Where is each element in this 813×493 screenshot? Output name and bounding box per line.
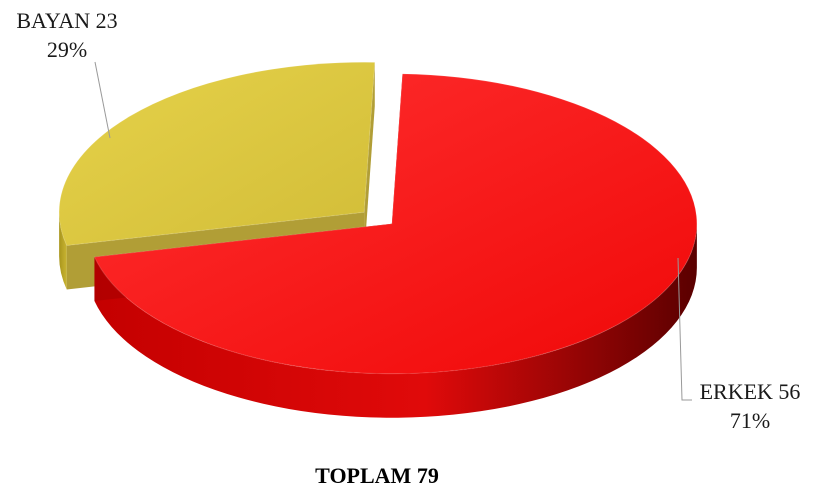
pie-face-bayan [364,62,375,257]
pie-top-bayan [58,61,376,247]
pie-slice-erkek [93,73,698,418]
leader-line-bayan [94,61,111,139]
pie-top-erkek [93,73,698,375]
leader-line-erkek [677,257,692,401]
data-label-bayan: BAYAN 23 [16,8,117,33]
pie-side-bayan [59,212,67,290]
data-label-bayan-percent: 29% [47,37,87,62]
total-label: TOPLAM 79 [315,463,439,488]
data-label-erkek-percent: 71% [730,408,770,433]
data-label-erkek: ERKEK 56 [700,379,801,404]
pie-side-erkek [94,223,697,418]
